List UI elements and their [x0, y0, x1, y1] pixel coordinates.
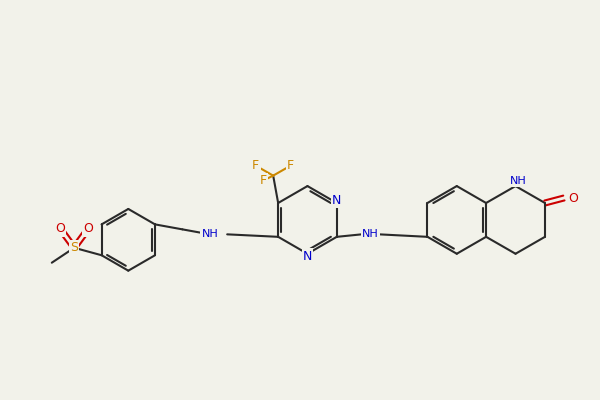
Text: S: S: [70, 241, 78, 254]
Text: F: F: [287, 159, 294, 172]
Text: O: O: [55, 222, 65, 235]
Text: O: O: [568, 192, 578, 204]
Text: N: N: [303, 250, 312, 263]
Text: O: O: [83, 222, 93, 235]
Text: NH: NH: [509, 176, 526, 186]
Text: NH: NH: [202, 229, 218, 239]
Text: F: F: [260, 174, 267, 187]
Text: NH: NH: [362, 229, 379, 239]
Text: F: F: [252, 159, 259, 172]
Text: N: N: [332, 194, 341, 207]
